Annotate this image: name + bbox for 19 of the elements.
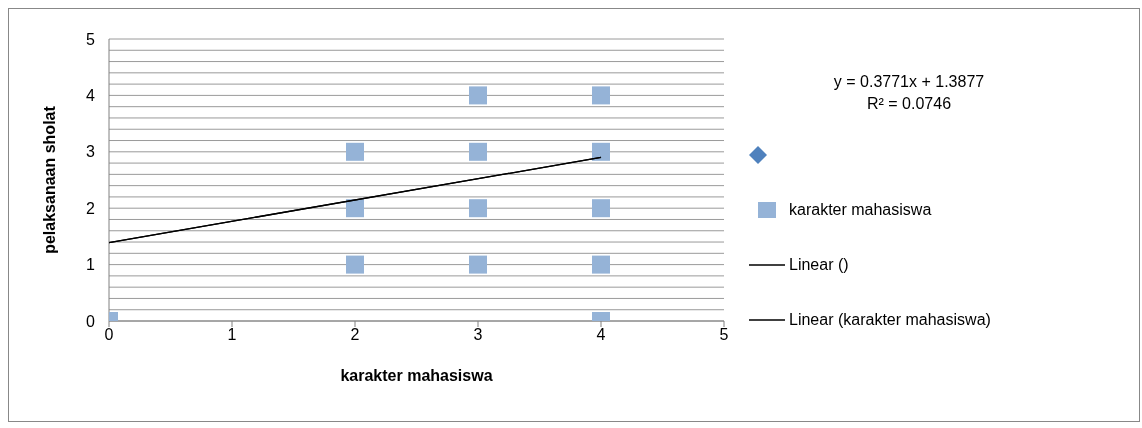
x-tick-label: 4 [596, 326, 606, 344]
x-axis-title: karakter mahasiswa [340, 367, 493, 384]
legend-label: Linear () [789, 255, 849, 274]
y-tick-label: 0 [86, 312, 96, 330]
legend-label: Linear (karakter mahasiswa) [789, 310, 991, 329]
x-tick-label: 5 [719, 326, 729, 344]
y-axis-title: pelaksanaan sholat [40, 105, 58, 254]
x-tick-label: 1 [227, 326, 237, 344]
y-tick-label: 3 [86, 143, 96, 161]
x-tick-label: 0 [104, 326, 114, 344]
y-tick-label: 2 [86, 199, 96, 217]
x-tick-label: 3 [473, 326, 483, 344]
y-tick-label: 4 [86, 87, 96, 105]
text: y = 0.3771x + 1.3877 [832, 72, 986, 92]
y-tick-label: 5 [86, 30, 96, 48]
text: R² = 0.0746 [865, 94, 953, 114]
x-tick-label: 2 [350, 326, 360, 344]
y-tick-label: 1 [86, 256, 96, 274]
legend-label: karakter mahasiswa [789, 200, 932, 219]
